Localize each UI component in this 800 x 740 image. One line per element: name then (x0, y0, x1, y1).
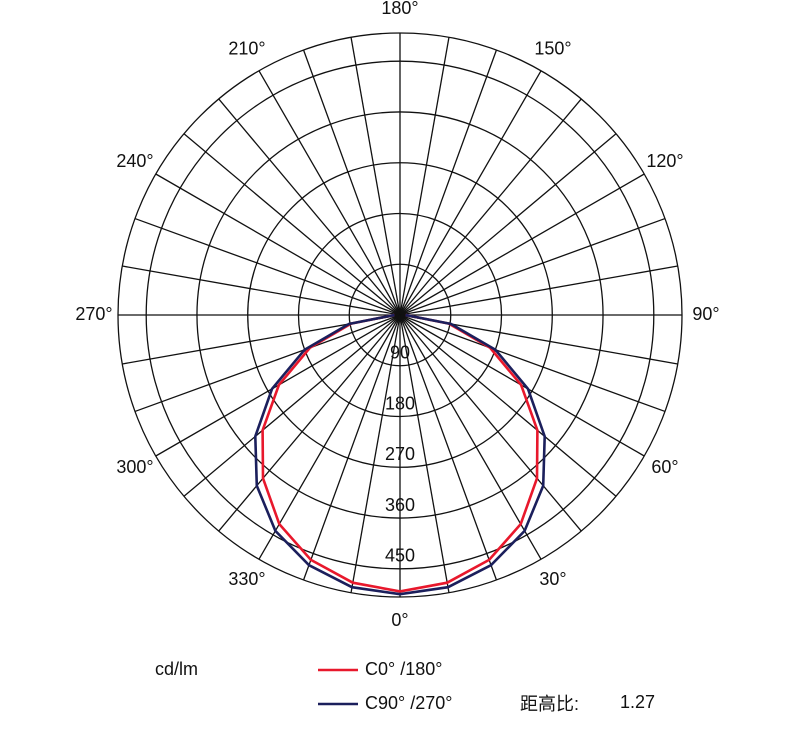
spoke (155, 173, 401, 316)
unit-label: cd/lm (155, 659, 198, 679)
theta-tick-label: 60° (651, 457, 678, 477)
spoke (399, 314, 617, 497)
spoke (350, 37, 401, 316)
r-tick-label: 90 (390, 343, 410, 363)
ring (145, 60, 655, 570)
spoke (399, 133, 617, 316)
theta-tick-label: 0° (391, 610, 408, 630)
theta-tick-label: 240° (116, 151, 153, 171)
spoke (399, 265, 678, 316)
ring (348, 263, 452, 367)
spoke (399, 37, 450, 316)
spoke (258, 70, 401, 316)
r-tick-label: 180 (385, 393, 415, 413)
theta-tick-label: 30° (539, 569, 566, 589)
spoke (302, 314, 401, 581)
ring (196, 111, 604, 519)
spoke (399, 217, 666, 316)
spacing-ratio-value: 1.27 (620, 692, 655, 712)
spoke (218, 314, 401, 532)
spoke (183, 133, 401, 316)
spoke (399, 314, 542, 560)
legend-label: C90° /270° (365, 693, 452, 713)
r-tick-label: 270 (385, 444, 415, 464)
spacing-ratio-label: 距高比: (520, 694, 579, 714)
spoke (122, 265, 401, 316)
spoke (134, 314, 401, 413)
curve (261, 313, 539, 593)
ring (247, 162, 553, 468)
theta-tick-label: 330° (228, 569, 265, 589)
spoke (399, 70, 542, 316)
spoke (350, 314, 401, 593)
spoke (183, 314, 401, 497)
ring (297, 212, 503, 418)
spoke (399, 314, 498, 581)
legend-label: C0° /180° (365, 659, 442, 679)
theta-tick-label: 90° (692, 304, 719, 324)
spoke (399, 173, 645, 316)
spoke (399, 314, 582, 532)
spoke (134, 217, 401, 316)
spoke (399, 314, 666, 413)
spoke (302, 49, 401, 316)
spoke (399, 314, 450, 593)
curve (253, 313, 547, 596)
theta-tick-label: 210° (228, 39, 265, 59)
theta-tick-label: 180° (381, 0, 418, 18)
r-tick-label: 360 (385, 495, 415, 515)
theta-tick-label: 300° (116, 457, 153, 477)
theta-tick-label: 270° (75, 304, 112, 324)
r-tick-label: 450 (385, 546, 415, 566)
spoke (399, 49, 498, 316)
spoke (258, 314, 401, 560)
theta-tick-label: 120° (646, 151, 683, 171)
spoke (218, 98, 401, 316)
theta-tick-label: 150° (534, 39, 571, 59)
spoke (399, 98, 582, 316)
